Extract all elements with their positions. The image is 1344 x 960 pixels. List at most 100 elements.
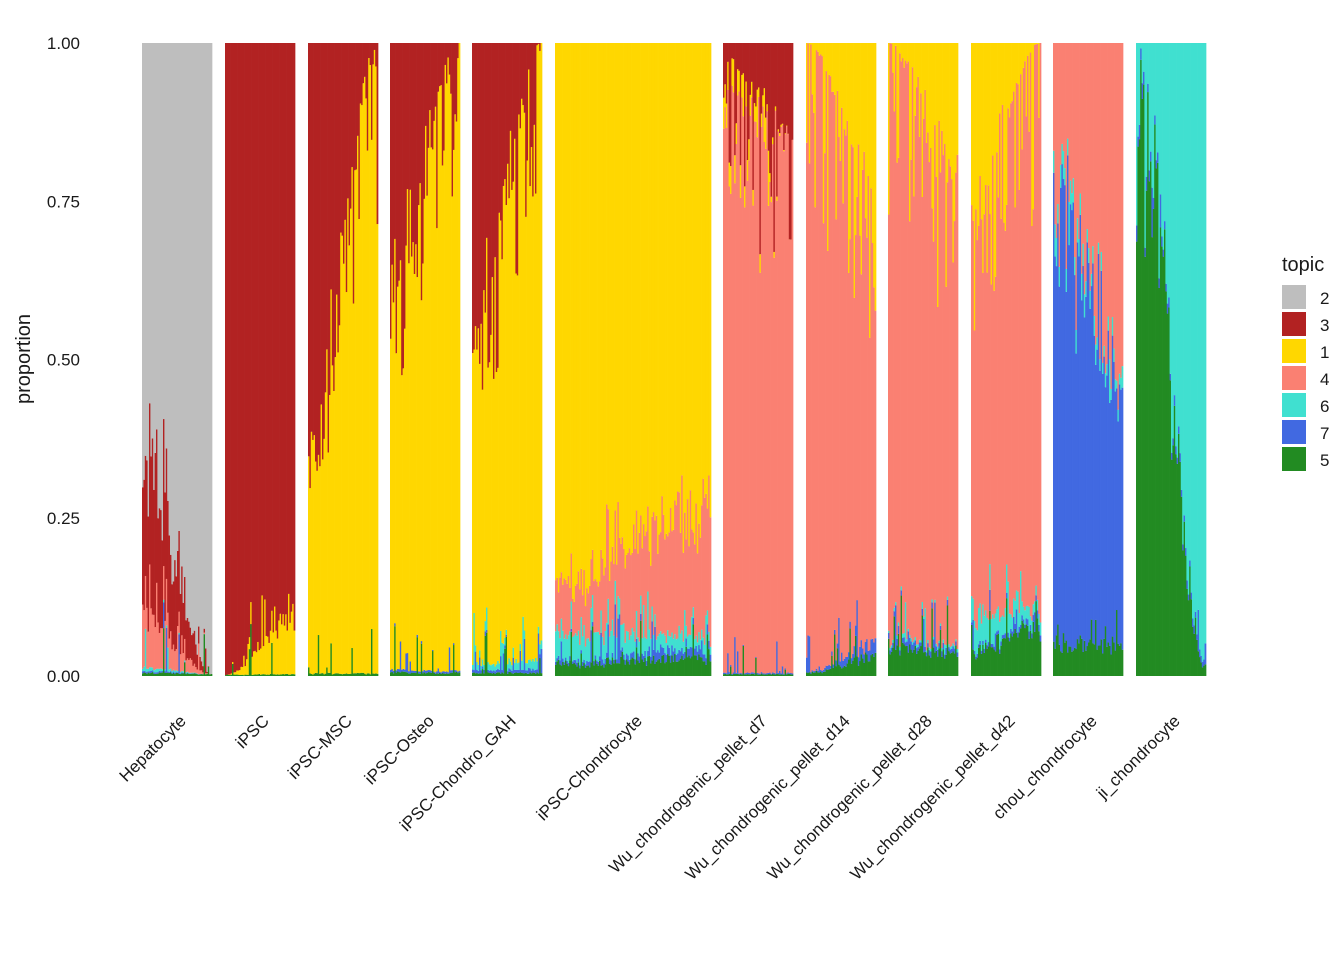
- bar-segment-topic-4: [151, 614, 154, 668]
- bar-segment-topic-7: [494, 671, 497, 674]
- bar-segment-topic-5: [807, 673, 810, 676]
- bar-segment-topic-1: [938, 43, 941, 121]
- bar-segment-topic-1: [776, 196, 778, 201]
- bar-segment-topic-5: [939, 629, 942, 676]
- bar-segment-topic-1: [902, 43, 904, 59]
- bar-segment-topic-5: [207, 666, 210, 676]
- bar-segment-topic-5: [205, 674, 207, 676]
- bar-segment-topic-4: [806, 142, 808, 658]
- bar-segment-topic-1: [829, 43, 832, 77]
- panel-iPSC-Chondrocyte: [555, 43, 712, 676]
- bar-segment-topic-5: [333, 673, 335, 676]
- bar-segment-topic-7: [1190, 592, 1193, 600]
- bar-segment-topic-6: [980, 623, 983, 651]
- bar-segment-topic-5: [1079, 635, 1082, 676]
- bar-segment-topic-4: [559, 577, 562, 639]
- bar-segment-topic-4: [686, 499, 689, 637]
- bar-segment-topic-6: [939, 623, 942, 626]
- bar-segment-topic-2: [168, 43, 171, 536]
- bar-segment-topic-5: [696, 660, 699, 676]
- bar-segment-topic-4: [1110, 43, 1113, 389]
- bar-segment-topic-4: [1074, 43, 1076, 258]
- bar-segment-topic-1: [274, 606, 276, 675]
- bar-segment-topic-7: [1116, 388, 1118, 611]
- bar-segment-topic-3: [278, 43, 280, 621]
- bar-segment-topic-7: [185, 673, 188, 675]
- bar-segment-topic-5: [1032, 621, 1035, 676]
- bar-segment-topic-4: [948, 159, 950, 645]
- bar-segment-topic-7: [776, 641, 778, 674]
- bar-segment-topic-5: [751, 673, 753, 676]
- bar-segment-topic-6: [1004, 608, 1007, 634]
- bar-segment-topic-6: [635, 610, 638, 639]
- bar-segment-topic-6: [698, 632, 701, 646]
- bar-segment-topic-5: [813, 672, 815, 676]
- bar-segment-topic-4: [614, 510, 617, 581]
- bar-segment-topic-5: [759, 674, 762, 676]
- bar-segment-topic-7: [1010, 628, 1012, 634]
- bar-segment-topic-6: [146, 668, 148, 673]
- bar-segment-topic-6: [928, 647, 931, 651]
- bar-segment-topic-5: [948, 651, 950, 676]
- bar-segment-topic-6: [633, 631, 635, 652]
- bar-segment-topic-7: [420, 641, 423, 644]
- bar-segment-topic-5: [972, 649, 975, 676]
- bar-segment-topic-7: [723, 672, 725, 675]
- bar-segment-topic-5: [572, 663, 574, 676]
- bar-segment-topic-4: [1058, 43, 1061, 267]
- bar-segment-topic-7: [186, 672, 189, 674]
- bar-segment-topic-7: [1204, 643, 1207, 665]
- bar-segment-topic-1: [975, 43, 977, 210]
- bar-segment-topic-7: [640, 613, 642, 621]
- bar-segment-topic-5: [419, 673, 422, 676]
- bar-segment-topic-1: [1021, 43, 1024, 150]
- bar-segment-topic-3: [781, 43, 784, 124]
- bar-segment-topic-5: [1074, 647, 1076, 676]
- bar-segment-topic-3: [447, 43, 450, 58]
- bar-segment-topic-5: [779, 674, 781, 676]
- bar-segment-topic-5: [261, 674, 264, 676]
- bar-segment-topic-3: [516, 43, 519, 276]
- bar-segment-topic-3: [264, 43, 266, 600]
- bar-segment-topic-1: [945, 43, 948, 287]
- bar-segment-topic-6: [507, 664, 509, 672]
- bar-segment-topic-6: [1038, 613, 1040, 625]
- bar-segment-topic-3: [348, 43, 351, 246]
- bar-segment-topic-1: [1025, 43, 1028, 117]
- bar-segment-topic-1: [752, 189, 755, 206]
- bar-segment-topic-1: [951, 43, 953, 180]
- bar-segment-topic-5: [498, 672, 501, 676]
- bar-segment-topic-3: [142, 487, 144, 605]
- bar-segment-topic-4: [637, 553, 640, 638]
- bar-segment-topic-4: [985, 185, 987, 611]
- bar-segment-topic-5: [149, 673, 151, 676]
- bar-segment-topic-7: [1003, 634, 1005, 639]
- bar-segment-topic-5: [923, 652, 925, 676]
- bar-segment-topic-1: [398, 280, 401, 670]
- bar-segment-topic-4: [783, 151, 785, 674]
- bar-segment-topic-5: [439, 672, 441, 676]
- bar-segment-topic-4: [1028, 131, 1031, 607]
- bar-segment-topic-1: [606, 43, 608, 505]
- bar-segment-topic-1: [598, 43, 601, 582]
- bar-segment-topic-6: [896, 635, 899, 639]
- bar-segment-topic-7: [167, 671, 169, 673]
- bar-segment-topic-1: [355, 169, 358, 674]
- bar-segment-topic-4: [631, 552, 634, 628]
- bar-segment-topic-1: [723, 97, 725, 129]
- bar-segment-topic-6: [1068, 201, 1071, 246]
- bar-segment-topic-1: [1017, 43, 1019, 85]
- bar-segment-topic-6: [985, 610, 987, 640]
- bar-segment-topic-1: [759, 254, 762, 273]
- bar-segment-topic-5: [490, 673, 492, 676]
- bar-segment-topic-3: [364, 43, 366, 77]
- bar-segment-topic-4: [160, 628, 162, 669]
- bar-segment-topic-1: [979, 43, 982, 177]
- bar-segment-topic-1: [996, 43, 998, 153]
- bar-segment-topic-1: [1007, 43, 1010, 109]
- bar-segment-topic-1: [281, 624, 283, 675]
- bar-segment-topic-6: [476, 662, 478, 670]
- bar-segment-topic-1: [630, 43, 632, 556]
- bar-segment-topic-5: [762, 674, 764, 676]
- bar-segment-topic-7: [1182, 544, 1184, 551]
